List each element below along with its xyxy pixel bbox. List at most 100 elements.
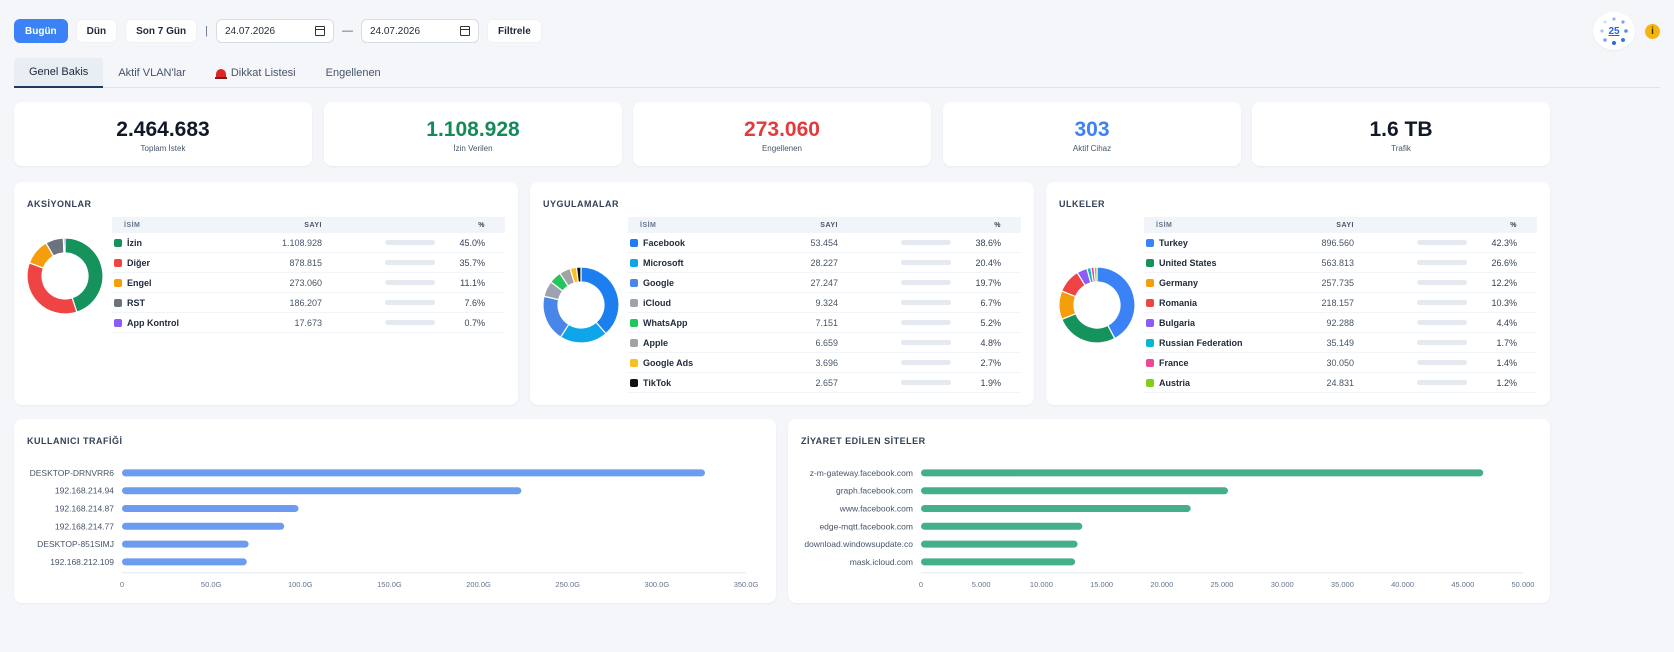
- legend-swatch: [1146, 378, 1154, 387]
- yesterday-button[interactable]: Dün: [75, 19, 118, 43]
- row-bar-cell: [322, 320, 452, 325]
- tab-dikkat-listesi[interactable]: Dikkat Listesi: [201, 58, 311, 88]
- donut-slice[interactable]: [542, 295, 570, 338]
- today-button[interactable]: Bugün: [14, 19, 68, 43]
- legend-swatch: [630, 378, 638, 387]
- bar[interactable]: [921, 469, 1484, 477]
- table-header: İSİM SAYI%: [628, 217, 1021, 233]
- bar[interactable]: [921, 540, 1078, 548]
- row-name-cell: Diğer: [112, 258, 232, 268]
- bar[interactable]: [122, 558, 247, 566]
- donut-slice[interactable]: [580, 266, 620, 335]
- header-pct: %: [478, 221, 485, 229]
- row-count: 6.659: [815, 337, 838, 348]
- table-row[interactable]: Russian Federation 35.149 1.7%: [1144, 333, 1537, 353]
- x-tick-label: 35.000: [1331, 580, 1354, 589]
- row-bar-cell: [838, 380, 968, 385]
- table-row[interactable]: Google 27.247 19.7%: [628, 273, 1021, 293]
- x-tick-label: 200.0G: [466, 580, 491, 589]
- table-row[interactable]: Microsoft 28.227 20.4%: [628, 253, 1021, 273]
- toolbar-separator: |: [205, 25, 208, 37]
- legend-swatch: [630, 238, 638, 247]
- table-row[interactable]: Engel 273.060 11.1%: [112, 273, 505, 293]
- donut-slice[interactable]: [1061, 312, 1116, 344]
- bar[interactable]: [921, 558, 1076, 566]
- table-row[interactable]: Germany 257.735 12.2%: [1144, 273, 1537, 293]
- percent-bar-track: [901, 280, 951, 285]
- row-name: iCloud: [643, 297, 671, 308]
- table-row[interactable]: France 30.050 1.4%: [1144, 353, 1537, 373]
- last-7-days-button[interactable]: Son 7 Gün: [125, 19, 198, 43]
- date-to-value: 24.07.2026: [369, 25, 421, 37]
- tab-aktif-vlanlar[interactable]: Aktif VLAN'lar: [103, 58, 201, 88]
- table-row[interactable]: Facebook 53.454 38.6%: [628, 233, 1021, 253]
- table-row[interactable]: Turkey 896.560 42.3%: [1144, 233, 1537, 253]
- date-to-input[interactable]: 24.07.2026: [360, 19, 479, 43]
- table-row[interactable]: Romania 218.157 10.3%: [1144, 293, 1537, 313]
- bar[interactable]: [921, 487, 1229, 495]
- row-bar-cell: [838, 260, 968, 265]
- table-row[interactable]: Diğer 878.815 35.7%: [112, 253, 505, 273]
- calendar-icon[interactable]: [459, 26, 470, 36]
- row-percent: 38.6%: [975, 237, 1001, 248]
- row-bar-cell: [1354, 380, 1484, 385]
- table-row[interactable]: iCloud 9.324 6.7%: [628, 293, 1021, 313]
- percent-bar-track: [385, 280, 435, 285]
- row-name: Austria: [1159, 377, 1191, 388]
- donut-slice[interactable]: [1093, 266, 1098, 283]
- legend-swatch: [1146, 338, 1154, 347]
- row-percent: 45.0%: [459, 237, 485, 248]
- countries-panel: ULKELER İSİM SAYI% Turkey 896.560 42.3% Unite…: [1046, 182, 1550, 405]
- stat-card-blocked: 273.060 Engellenen: [633, 102, 931, 166]
- bar[interactable]: [122, 469, 705, 477]
- table-row[interactable]: İzin 1.108.928 45.0%: [112, 233, 505, 253]
- table-row[interactable]: Bulgaria 92.288 4.4%: [1144, 313, 1537, 333]
- table-row[interactable]: App Kontrol 17.673 0.7%: [112, 313, 505, 333]
- row-name-cell: Germany: [1144, 278, 1264, 288]
- row-percent: 42.3%: [1491, 237, 1517, 248]
- table-row[interactable]: Google Ads 3.696 2.7%: [628, 353, 1021, 373]
- bar[interactable]: [122, 505, 299, 512]
- row-name-cell: France: [1144, 358, 1264, 368]
- legend-swatch: [630, 298, 638, 307]
- filter-button[interactable]: Filtrele: [486, 19, 542, 43]
- table-row[interactable]: Austria 24.831 1.2%: [1144, 373, 1537, 393]
- tab-genel-bakis[interactable]: Genel Bakis: [14, 58, 104, 88]
- table-row[interactable]: Apple 6.659 4.8%: [628, 333, 1021, 353]
- row-count: 878.815: [289, 257, 322, 268]
- auto-refresh-indicator[interactable]: 25: [1593, 12, 1635, 50]
- row-bar-cell: [838, 300, 968, 305]
- percent-bar-track: [1417, 300, 1467, 305]
- donut-slice[interactable]: [62, 237, 66, 254]
- percent-bar-track: [901, 260, 951, 265]
- bar[interactable]: [122, 540, 249, 548]
- row-bar-cell: [838, 340, 968, 345]
- row-count: 35.149: [1326, 337, 1354, 348]
- bar[interactable]: [122, 522, 285, 530]
- tab-engellenen[interactable]: Engellenen: [311, 58, 396, 88]
- row-percent: 4.4%: [1496, 317, 1517, 328]
- bar[interactable]: [122, 487, 522, 495]
- table-row[interactable]: TikTok 2.657 1.9%: [628, 373, 1021, 393]
- bar[interactable]: [921, 522, 1083, 530]
- date-from-input[interactable]: 24.07.2026: [215, 19, 334, 43]
- legend-swatch: [1146, 238, 1154, 247]
- row-count: 17.673: [294, 317, 322, 328]
- row-name: Google Ads: [643, 357, 694, 368]
- legend-swatch: [114, 258, 122, 267]
- table-row[interactable]: RST 186.207 7.6%: [112, 293, 505, 313]
- x-tick-label: 350.0G: [734, 580, 759, 589]
- info-icon[interactable]: i: [1645, 23, 1660, 39]
- donut-slice[interactable]: [575, 266, 582, 283]
- table-row[interactable]: United States 563.813 26.6%: [1144, 253, 1537, 273]
- actions-donut-chart: [26, 237, 104, 315]
- tab-label: Engellenen: [325, 67, 381, 79]
- countries-donut-chart: [1058, 266, 1136, 344]
- donut-slice[interactable]: [26, 262, 78, 315]
- calendar-icon[interactable]: [314, 26, 325, 36]
- stat-card-traffic: 1.6 TB Trafik: [1252, 102, 1550, 166]
- table-row[interactable]: WhatsApp 7.151 5.2%: [628, 313, 1021, 333]
- row-name-cell: Google Ads: [628, 358, 748, 368]
- bar[interactable]: [921, 505, 1191, 512]
- user-traffic-bar-chart: DESKTOP-DRNVRR6 192.168.214.94 192.168.214…: [30, 468, 759, 589]
